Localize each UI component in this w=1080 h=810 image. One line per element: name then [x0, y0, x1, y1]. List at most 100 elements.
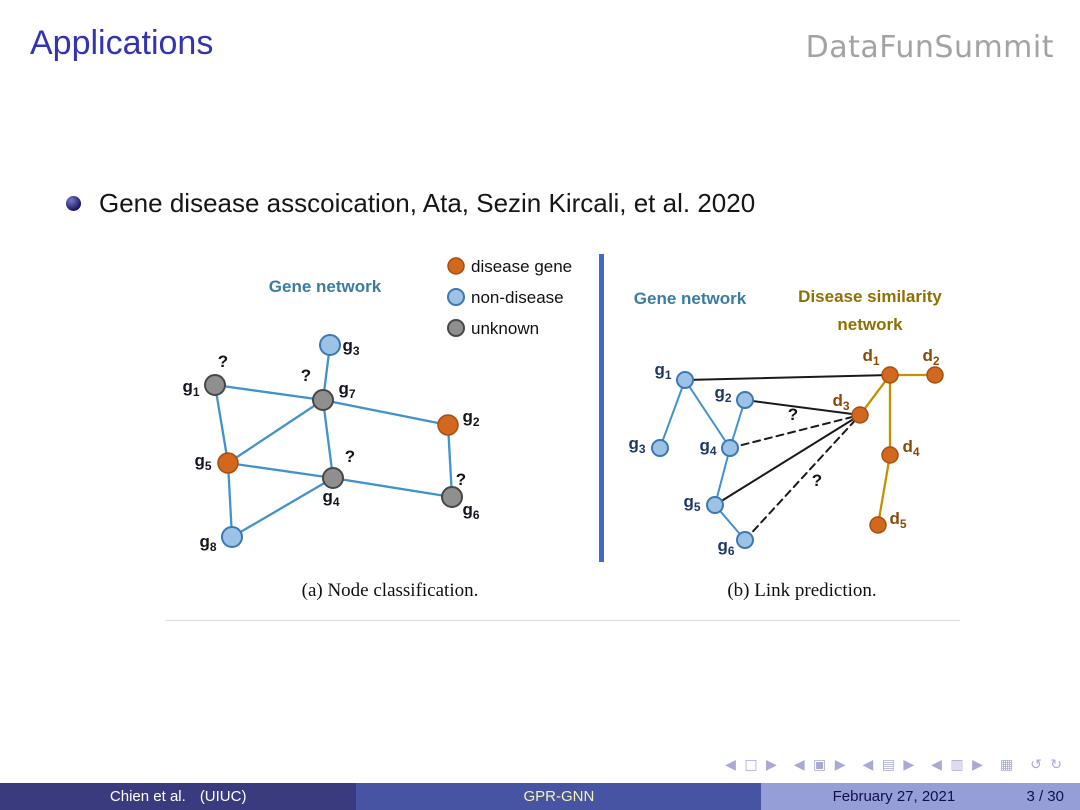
graph-node-g1	[676, 371, 694, 389]
footer-date: February 27, 2021	[832, 788, 956, 805]
node-label: d4	[902, 437, 919, 459]
footer-affiliation: (UIUC)	[199, 788, 247, 805]
legend-swatch-disease	[447, 257, 465, 275]
nav-symbol-group[interactable]: ◀ ▥ ▶	[931, 757, 985, 773]
graph-node-d1	[881, 366, 899, 384]
gene-edge	[321, 398, 450, 427]
legend-label: non-disease	[471, 288, 564, 307]
footer-page-number: 3 / 30	[1026, 788, 1064, 805]
graph-node-g3	[319, 334, 341, 356]
graph-node-g5	[706, 496, 724, 514]
gene-edge	[226, 398, 325, 465]
legend-label: unknown	[471, 319, 539, 338]
nav-symbol-group[interactable]: ↺ ↻	[1030, 757, 1064, 773]
question-mark: ?	[788, 405, 798, 424]
legend-label: disease gene	[471, 257, 572, 276]
graph-node-d2	[926, 366, 944, 384]
gene-edge	[321, 398, 335, 480]
graph-node-g7	[312, 389, 334, 411]
node-label: g2	[714, 383, 731, 405]
bullet-text: Gene disease asscoication, Ata, Sezin Ki…	[99, 188, 756, 218]
figure-underline	[165, 620, 960, 621]
graph-node-g6	[441, 486, 463, 508]
slide-title: Applications	[30, 24, 214, 62]
gene-edge	[714, 447, 731, 506]
graph-node-g6	[736, 531, 754, 549]
question-mark: ?	[218, 352, 228, 371]
footer-shorttitle-box: GPR-GNN	[356, 783, 762, 810]
nav-symbol-group[interactable]: ◀ □ ▶	[725, 757, 779, 773]
question-mark: ?	[456, 470, 466, 489]
node-label: g1	[654, 360, 671, 382]
gene-edge	[659, 379, 686, 449]
node-label: g1	[182, 377, 199, 399]
graph-node-d5	[869, 516, 887, 534]
node-label: g5	[683, 492, 700, 514]
node-label: d3	[832, 391, 849, 413]
footer-shorttitle: GPR-GNN	[523, 788, 595, 805]
legend-swatch-nondisease	[447, 288, 465, 306]
network-label: Disease similarity	[798, 287, 942, 306]
association-edge	[729, 414, 861, 449]
node-label: d2	[922, 346, 939, 368]
graph-node-g5	[217, 452, 239, 474]
gene-edge	[213, 383, 230, 465]
nav-symbol-group[interactable]: ◀ ▣ ▶	[793, 757, 848, 773]
node-label: g4	[699, 436, 716, 458]
bullet-icon	[66, 196, 81, 211]
network-label: Gene network	[269, 277, 382, 296]
association-edge	[744, 414, 861, 541]
node-label: g2	[462, 407, 479, 429]
node-label: g6	[462, 500, 479, 522]
gene-edge	[331, 476, 454, 499]
panel-divider	[599, 254, 604, 562]
association-edge	[714, 414, 861, 506]
graph-node-g2	[736, 391, 754, 409]
node-label: g3	[628, 434, 645, 456]
node-label: g6	[717, 536, 734, 558]
graph-node-g3	[651, 439, 669, 457]
question-mark: ?	[345, 447, 355, 466]
nav-symbol-group[interactable]: ◀ ▤ ▶	[862, 757, 917, 773]
logo-datafunsummit: DataFunSummit	[805, 30, 1054, 65]
node-label: d5	[889, 509, 906, 531]
network-label: Gene network	[634, 289, 747, 308]
association-edge	[744, 399, 861, 416]
footer-date-page-box: February 27, 2021 3 / 30	[761, 783, 1080, 810]
bullet-item: Gene disease asscoication, Ata, Sezin Ki…	[66, 188, 755, 219]
gene-edge	[213, 383, 325, 402]
graph-node-g8	[221, 526, 243, 548]
gene-edge	[446, 423, 454, 499]
nav-symbol-group[interactable]: ▦	[999, 757, 1016, 773]
graph-node-d4	[881, 446, 899, 464]
node-label: g4	[322, 487, 339, 509]
node-label: g7	[338, 379, 355, 401]
graph-node-g4	[721, 439, 739, 457]
figure-caption: (a) Node classification.	[302, 580, 479, 601]
footer-author-text: Chien et al.	[109, 788, 186, 805]
question-mark: ?	[301, 366, 311, 385]
gene-edge	[230, 476, 335, 539]
gene-edge	[226, 461, 335, 480]
disease-edge	[876, 453, 892, 527]
graph-node-g2	[437, 414, 459, 436]
footer-authors-box: Chien et al. (UIUC)	[0, 783, 357, 810]
gene-edge	[684, 379, 731, 449]
graph-node-g1	[204, 374, 226, 396]
footer-bar: Chien et al. (UIUC) GPR-GNN February 27,…	[0, 783, 1080, 810]
gene-edge	[226, 461, 234, 539]
graph-node-d3	[851, 406, 869, 424]
node-label: g8	[199, 532, 216, 554]
node-label: g5	[194, 451, 211, 473]
gene-disease-figure: g3 g1 g7 g2 g5 g4 g6 g8???? Gene network disease …	[182, 254, 944, 601]
legend-swatch-unknown	[447, 319, 465, 337]
node-label: d1	[862, 346, 879, 368]
network-label: network	[837, 315, 903, 334]
beamer-nav-symbols: ◀ □ ▶ ◀ ▣ ▶ ◀ ▤ ▶ ◀ ▥ ▶ ▦ ↺ ↻	[725, 757, 1064, 773]
association-edge	[684, 374, 891, 381]
figure-caption: (b) Link prediction.	[727, 580, 876, 601]
node-label: g3	[342, 336, 359, 358]
question-mark: ?	[812, 471, 822, 490]
graph-node-g4	[322, 467, 344, 489]
